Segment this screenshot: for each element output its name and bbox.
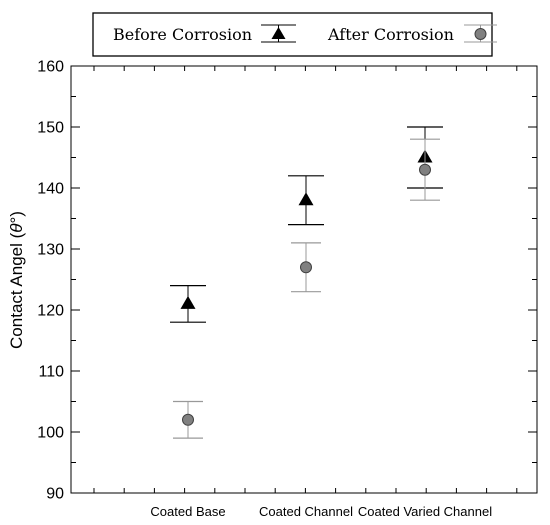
y-tick-label: 100 <box>37 425 64 442</box>
y-tick-label: 130 <box>37 242 64 259</box>
x-axis: Coated Base Coated Channel Coated Varied C… <box>93 66 518 519</box>
data-point-circle <box>419 163 431 176</box>
y-tick-label: 90 <box>46 486 64 503</box>
y-tick-label: 140 <box>37 181 64 198</box>
x-category-label: Coated Channel <box>259 504 353 519</box>
y-tick-label: 160 <box>37 59 64 76</box>
legend-box <box>92 12 493 57</box>
y-axis-title-part-1: Contact Angel ( <box>7 232 26 349</box>
plot-area <box>70 65 538 494</box>
legend-marker-before <box>261 24 296 43</box>
legend-marker-after <box>464 24 497 43</box>
y-tick-label: 110 <box>38 364 64 381</box>
y-tick-label: 120 <box>37 303 64 320</box>
x-category-label: Coated Varied Channel <box>358 504 492 519</box>
data-marks <box>170 126 443 439</box>
legend-label-before: Before Corrosion <box>113 25 252 44</box>
data-point-triangle <box>180 295 196 309</box>
legend-label-after: After Corrosion <box>327 25 454 44</box>
legend: Before Corrosion After Corrosion <box>92 12 497 57</box>
y-tick-label: 150 <box>37 120 64 137</box>
y-axis-title-part-3: °) <box>7 211 26 223</box>
y-axis: 90 100 110 120 130 140 150 160 <box>37 59 537 503</box>
data-point-circle <box>182 413 194 426</box>
data-point-circle <box>300 261 312 274</box>
y-axis-title-theta: θ <box>7 223 26 233</box>
data-point-triangle <box>298 192 314 206</box>
y-axis-title: Contact Angel (θ°) <box>7 211 26 349</box>
x-category-label: Coated Base <box>150 504 225 519</box>
